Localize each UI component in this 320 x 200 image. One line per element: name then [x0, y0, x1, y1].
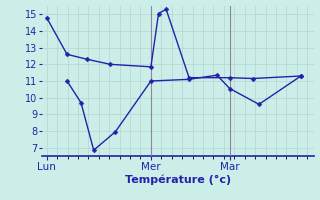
X-axis label: Température (°c): Température (°c) [124, 174, 231, 185]
